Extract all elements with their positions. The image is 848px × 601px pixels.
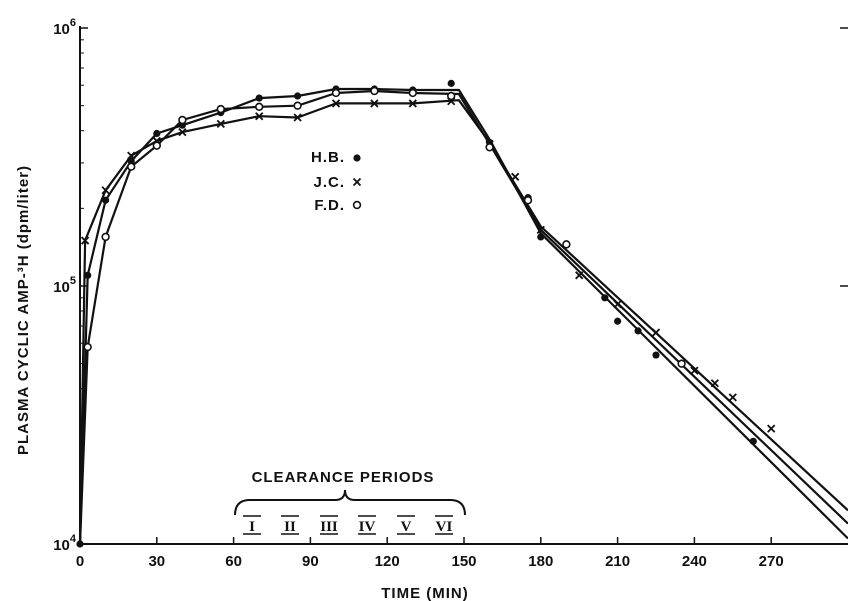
x-tick-label: 0	[76, 553, 84, 570]
legend-marker-jc	[352, 177, 362, 187]
period-label-4: IV	[359, 519, 376, 535]
legend-label-jc: J.C.	[313, 174, 345, 191]
point-fd	[255, 102, 264, 111]
x-axis-title: TIME (MIN)	[381, 585, 468, 601]
x-tick-label: 240	[682, 553, 707, 570]
point-jc	[216, 119, 225, 129]
x-tick-label: 30	[148, 553, 165, 570]
point-fd	[370, 86, 379, 96]
legend-label-fd: F.D.	[314, 197, 345, 214]
fit-line-jc	[78, 99, 848, 545]
point-jc	[293, 113, 302, 122]
point-fd	[562, 240, 571, 249]
point-hb	[294, 92, 302, 100]
point-fd	[101, 232, 110, 242]
point-jc	[331, 99, 341, 108]
fit-lines	[78, 87, 848, 545]
point-hb	[749, 437, 757, 445]
y-axis-ticks: 104 105 106	[53, 17, 88, 554]
legend-label-hb: H.B.	[311, 149, 345, 166]
x-tick-label: 150	[451, 553, 476, 570]
point-fd	[216, 104, 226, 114]
legend-marker-symbol	[352, 177, 362, 187]
point-hb	[76, 540, 84, 548]
period-label-1: I	[249, 519, 255, 535]
point-jc	[370, 99, 379, 108]
y-tick-label: 105	[53, 275, 76, 296]
point-jc	[536, 225, 545, 235]
x-tick-label: 210	[605, 553, 630, 570]
y-axis-title: PLASMA CYCLIC AMP-³H (dpm/liter)	[15, 165, 32, 455]
legend-marker-symbol	[353, 154, 361, 162]
point-fd	[293, 101, 302, 110]
point-hb	[652, 351, 660, 359]
clearance-brace	[234, 489, 466, 516]
x-tick-label: 270	[759, 553, 784, 570]
point-jc	[710, 379, 720, 388]
point-jc	[651, 328, 661, 337]
point-jc	[511, 172, 520, 181]
fit-line-hb	[78, 87, 848, 545]
point-fd	[677, 359, 686, 368]
point-jc	[613, 300, 622, 309]
period-label-2: II	[284, 519, 296, 535]
fit-line-fd	[78, 89, 848, 545]
period-label-6: VI	[436, 519, 453, 535]
point-hb	[537, 233, 545, 241]
point-fd	[447, 91, 456, 101]
x-tick-label: 180	[528, 553, 553, 570]
period-label-5: V	[401, 519, 412, 535]
point-fd	[126, 162, 136, 171]
x-tick-label: 90	[302, 553, 319, 570]
point-hb	[153, 129, 161, 138]
point-hb	[614, 317, 622, 325]
legend-marker-symbol	[352, 200, 362, 210]
point-jc	[575, 271, 584, 280]
point-fd	[178, 115, 187, 125]
point-hb	[601, 294, 609, 302]
x-axis-ticks: 0 30 60 90 120 150 180 210 240 270	[76, 537, 784, 570]
point-hb	[84, 271, 92, 279]
y-tick-label: 104	[53, 533, 77, 554]
clearance-periods-title: CLEARANCE PERIODS	[252, 469, 435, 486]
point-jc	[408, 99, 417, 108]
point-hb	[634, 327, 642, 335]
point-fd	[523, 196, 533, 205]
point-hb	[102, 196, 110, 204]
point-jc	[728, 393, 737, 402]
point-fd	[485, 143, 494, 152]
point-jc	[690, 366, 699, 375]
legend-marker-fd	[352, 200, 362, 210]
y-tick-label: 106	[53, 17, 76, 38]
point-fd	[152, 141, 162, 150]
point-fd	[83, 342, 92, 352]
point-jc	[101, 186, 110, 195]
point-jc	[80, 236, 90, 245]
period-label-3: III	[320, 519, 338, 535]
point-fd	[408, 88, 417, 98]
period-labels: I II III IV V VI	[243, 515, 453, 535]
x-tick-label: 120	[375, 553, 400, 570]
point-hb	[447, 79, 455, 87]
x-tick-label: 60	[225, 553, 242, 570]
point-jc	[127, 151, 136, 160]
point-hb	[127, 157, 135, 165]
point-jc	[767, 424, 776, 433]
point-hb	[255, 94, 263, 102]
data-markers	[76, 79, 776, 548]
legend: H.B. J.C. F.D.	[311, 149, 362, 214]
legend-marker-hb	[353, 154, 361, 162]
point-jc	[255, 112, 264, 121]
point-fd	[331, 88, 341, 98]
clearance-periods-annotation: CLEARANCE PERIODS I II III IV V VI	[234, 469, 466, 535]
point-jc	[178, 127, 187, 137]
